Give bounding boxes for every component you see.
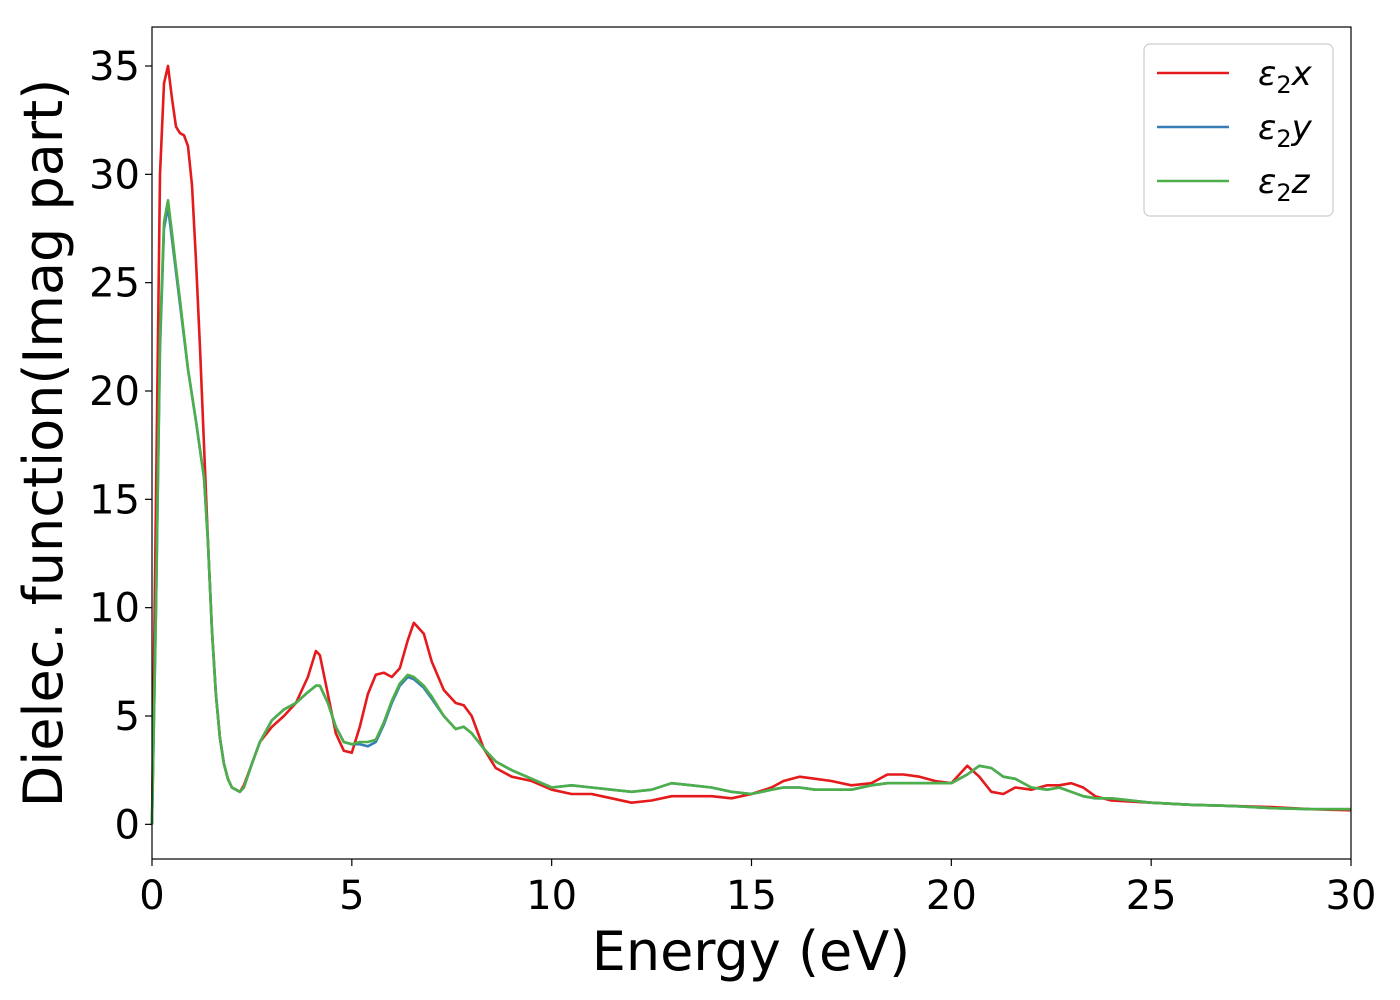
y-tick-label: 20 bbox=[89, 369, 140, 415]
y-axis-label: Dielec. function(Imag part) bbox=[12, 79, 75, 808]
series-line-z bbox=[150, 199, 1351, 825]
x-tick-label: 0 bbox=[139, 873, 164, 919]
y-tick-label: 10 bbox=[89, 586, 140, 632]
legend-label-y: ε2y bbox=[1258, 108, 1313, 153]
legend-box bbox=[1143, 43, 1334, 217]
y-tick-label: 35 bbox=[89, 44, 140, 90]
legend: ε2x ε2y ε2z bbox=[1143, 43, 1334, 217]
x-tick-label: 20 bbox=[926, 873, 977, 919]
x-axis-label: Energy (eV) bbox=[592, 920, 911, 983]
x-tick-label: 30 bbox=[1326, 873, 1377, 919]
x-tick-label: 25 bbox=[1126, 873, 1177, 919]
y-tick-label: 5 bbox=[115, 694, 140, 740]
x-tick-label: 5 bbox=[339, 873, 364, 919]
x-tick-label: 15 bbox=[726, 873, 777, 919]
y-axis-ticks: 0 5 10 15 20 25 30 35 bbox=[89, 44, 152, 848]
x-tick-label: 10 bbox=[526, 873, 577, 919]
x-axis-ticks: 0 5 10 15 20 25 30 bbox=[139, 859, 1376, 919]
y-tick-label: 25 bbox=[89, 261, 140, 307]
y-tick-label: 0 bbox=[115, 802, 140, 848]
legend-label-z: ε2z bbox=[1258, 162, 1311, 207]
y-tick-label: 30 bbox=[89, 152, 140, 198]
series-line-y bbox=[150, 205, 1351, 825]
legend-entries: ε2x ε2y ε2z bbox=[1157, 54, 1313, 207]
y-tick-label: 15 bbox=[89, 477, 140, 523]
series-lines bbox=[150, 64, 1352, 825]
legend-label-x: ε2x bbox=[1258, 54, 1313, 99]
